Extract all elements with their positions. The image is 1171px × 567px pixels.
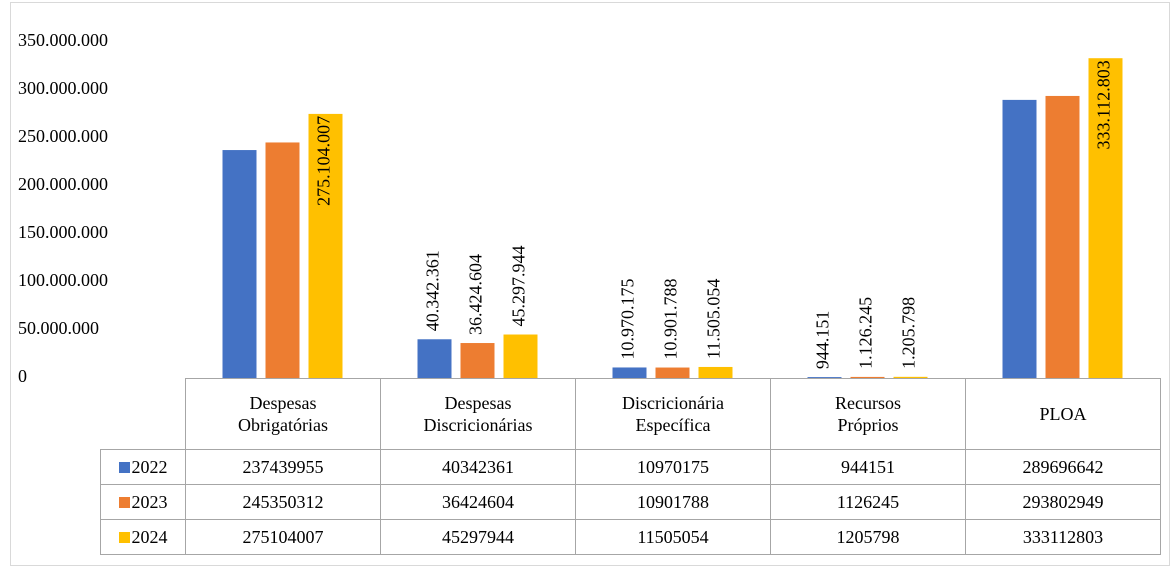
table-value: 1126245 <box>770 484 966 520</box>
category-label: PLOA <box>965 378 1161 450</box>
table-value: 289696642 <box>965 449 1161 485</box>
y-tick-label: 100.000.000 <box>18 270 108 290</box>
table-value: 275104007 <box>185 519 381 555</box>
legend-swatch <box>118 461 130 473</box>
y-tick-label: 150.000.000 <box>18 222 108 242</box>
table-value: 11505054 <box>575 519 771 555</box>
data-label: 1.126.245 <box>856 297 876 369</box>
table-value: 293802949 <box>965 484 1161 520</box>
series-row: 2022 237439955 40342361 10970175 944151 28969… <box>100 449 1161 485</box>
bar <box>655 367 690 378</box>
bar <box>698 366 733 378</box>
category-label: Discricionária Específica <box>575 378 771 450</box>
y-tick-label: 350.000.000 <box>18 30 108 50</box>
data-label: 11.505.054 <box>704 279 724 359</box>
table-value: 36424604 <box>380 484 576 520</box>
bar <box>1088 58 1123 379</box>
bar <box>308 113 343 379</box>
legend-cell: 2023 <box>100 484 186 520</box>
legend-label: 2024 <box>131 526 168 547</box>
data-label: 45.297.944 <box>509 246 529 327</box>
y-tick-label: 300.000.000 <box>18 78 108 98</box>
bar <box>807 377 842 378</box>
data-label: 275.104.007 <box>314 116 334 206</box>
data-label: 333.112.803 <box>1094 60 1114 149</box>
table-value: 40342361 <box>380 449 576 485</box>
bar <box>612 367 647 378</box>
table-value: 10970175 <box>575 449 771 485</box>
bar <box>893 376 928 378</box>
series-row: 2024 275104007 45297944 11505054 1205798 3331… <box>100 519 1161 555</box>
y-tick-label: 50.000.000 <box>18 318 99 338</box>
data-label: 1.205.798 <box>899 297 919 369</box>
data-label: 10.901.788 <box>661 279 681 360</box>
bar <box>1002 99 1037 378</box>
data-label: 36.424.604 <box>466 254 486 335</box>
bar <box>222 150 257 378</box>
series-row: 2023 245350312 36424604 10901788 1126245 2938… <box>100 484 1161 520</box>
table-value: 1205798 <box>770 519 966 555</box>
legend-label: 2022 <box>131 456 168 477</box>
y-tick-label: 200.000.000 <box>18 174 108 194</box>
bar <box>265 142 300 378</box>
bar <box>503 334 538 378</box>
category-label: Despesas Discricionárias <box>380 378 576 450</box>
bar <box>1045 95 1080 379</box>
bar <box>460 343 495 378</box>
bar <box>850 376 885 378</box>
y-tick-label: 250.000.000 <box>18 126 108 146</box>
table-value: 237439955 <box>185 449 381 485</box>
legend-swatch <box>118 531 130 543</box>
table-value: 245350312 <box>185 484 381 520</box>
table-value: 944151 <box>770 449 966 485</box>
category-label: Recursos Próprios <box>770 378 966 450</box>
table-value: 10901788 <box>575 484 771 520</box>
data-label: 10.970.175 <box>618 278 638 359</box>
data-label: 944.151 <box>813 311 833 370</box>
legend-label: 2023 <box>131 491 168 512</box>
corner <box>100 378 186 450</box>
bar <box>417 339 452 378</box>
legend-cell: 2024 <box>100 519 186 555</box>
table-value: 45297944 <box>380 519 576 555</box>
category-label: Despesas Obrigatórias <box>185 378 381 450</box>
legend-swatch <box>118 496 130 508</box>
legend-cell: 2022 <box>100 449 186 485</box>
header-row: Despesas Obrigatórias Despesas Discricion… <box>100 378 1161 450</box>
data-label: 40.342.361 <box>423 250 443 331</box>
y-tick-label: 0 <box>18 366 27 386</box>
data-table: Despesas Obrigatórias Despesas Discricion… <box>100 378 1161 555</box>
chart-frame <box>10 2 1170 566</box>
table-value: 333112803 <box>965 519 1161 555</box>
